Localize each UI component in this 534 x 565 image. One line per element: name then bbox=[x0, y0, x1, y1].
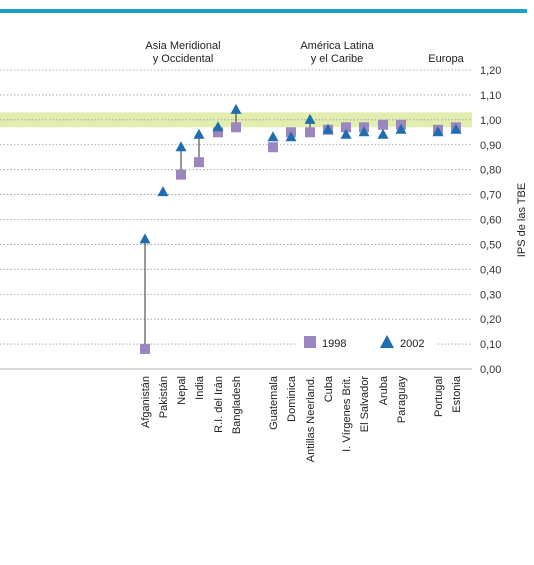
category-label: I. Vírgenes Brit. bbox=[341, 376, 353, 452]
marker-2002 bbox=[267, 131, 279, 142]
category-label: Cuba bbox=[323, 375, 335, 402]
category-label: R.I. del Irán bbox=[213, 376, 225, 433]
legend-background bbox=[296, 333, 436, 353]
marker-1998 bbox=[305, 127, 315, 138]
marker-2002 bbox=[450, 123, 462, 134]
y-tick-label: 0,00 bbox=[480, 364, 501, 376]
marker-1998 bbox=[213, 127, 223, 138]
marker-1998 bbox=[176, 169, 186, 180]
category-label: Nepal bbox=[176, 376, 188, 405]
marker-2002 bbox=[432, 126, 444, 137]
category-label: Antillas Neerland. bbox=[305, 376, 317, 462]
category-label: Estonia bbox=[451, 375, 463, 413]
group-label: América Latina bbox=[300, 40, 374, 52]
y-tick-label: 0,70 bbox=[480, 190, 501, 202]
group-label: Asia Meridional bbox=[145, 40, 220, 52]
legend-marker-1998 bbox=[304, 336, 316, 348]
marker-2002 bbox=[340, 128, 352, 139]
category-label: Guatemala bbox=[268, 375, 280, 430]
marker-2002 bbox=[377, 128, 389, 139]
y-tick-label: 0,50 bbox=[480, 239, 501, 251]
marker-2002 bbox=[193, 128, 205, 139]
marker-2002 bbox=[358, 126, 370, 137]
connectors bbox=[144, 109, 311, 350]
category-label: Portugal bbox=[433, 376, 445, 417]
marker-2002 bbox=[139, 233, 151, 244]
legend-marker-2002 bbox=[380, 335, 394, 348]
marker-2002 bbox=[322, 123, 334, 134]
category-label: India bbox=[194, 375, 206, 400]
marker-2002 bbox=[212, 121, 224, 132]
y-tick-label: 0,90 bbox=[480, 140, 501, 152]
category-label: Aruba bbox=[378, 375, 390, 405]
category-label: Afganistán bbox=[140, 376, 152, 428]
category-label: Bangladesh bbox=[231, 376, 243, 434]
category-label: El Salvador bbox=[359, 376, 371, 433]
y-tick-label: 0,10 bbox=[480, 339, 501, 351]
marker-1998 bbox=[140, 344, 150, 355]
marker-1998 bbox=[194, 157, 204, 168]
x-axis: Afganistán Pakistán Nepal India R.I. del Irá… bbox=[140, 375, 463, 462]
marker-1998 bbox=[378, 119, 388, 130]
marker-2002 bbox=[395, 123, 407, 134]
y-axis-title: IPS de las TBE bbox=[516, 183, 528, 257]
marker-2002 bbox=[157, 186, 169, 197]
y-tick-label: 0,40 bbox=[480, 264, 501, 276]
marker-1998 bbox=[268, 142, 278, 153]
marker-2002 bbox=[304, 113, 316, 124]
marker-1998 bbox=[341, 122, 351, 133]
legend-label: 2002 bbox=[400, 338, 424, 350]
legend: 1998 2002 bbox=[296, 333, 436, 353]
y-axis: 0,00 0,10 0,20 0,30 0,40 0,50 0,60 0,70 0,80 0,90… bbox=[480, 65, 501, 376]
y-tick-label: 0,60 bbox=[480, 215, 501, 227]
marker-1998 bbox=[231, 122, 241, 133]
category-label: Pakistán bbox=[158, 376, 170, 418]
group-label: y Occidental bbox=[153, 53, 214, 65]
y-tick-label: 1,20 bbox=[480, 65, 501, 77]
group-label: Europa bbox=[428, 53, 464, 65]
data-markers bbox=[139, 103, 462, 355]
legend-label: 1998 bbox=[322, 338, 346, 350]
marker-2002 bbox=[230, 103, 242, 114]
y-tick-label: 0,20 bbox=[480, 314, 501, 326]
y-tick-label: 0,80 bbox=[480, 165, 501, 177]
y-tick-label: 1,00 bbox=[480, 115, 501, 127]
y-tick-label: 1,10 bbox=[480, 90, 501, 102]
marker-2002 bbox=[175, 141, 187, 152]
group-label: y el Caribe bbox=[311, 53, 364, 65]
top-rule bbox=[0, 9, 527, 13]
category-label: Paraguay bbox=[396, 376, 408, 424]
y-tick-label: 0,30 bbox=[480, 289, 501, 301]
marker-2002 bbox=[285, 131, 297, 142]
category-label: Dominica bbox=[286, 375, 298, 422]
